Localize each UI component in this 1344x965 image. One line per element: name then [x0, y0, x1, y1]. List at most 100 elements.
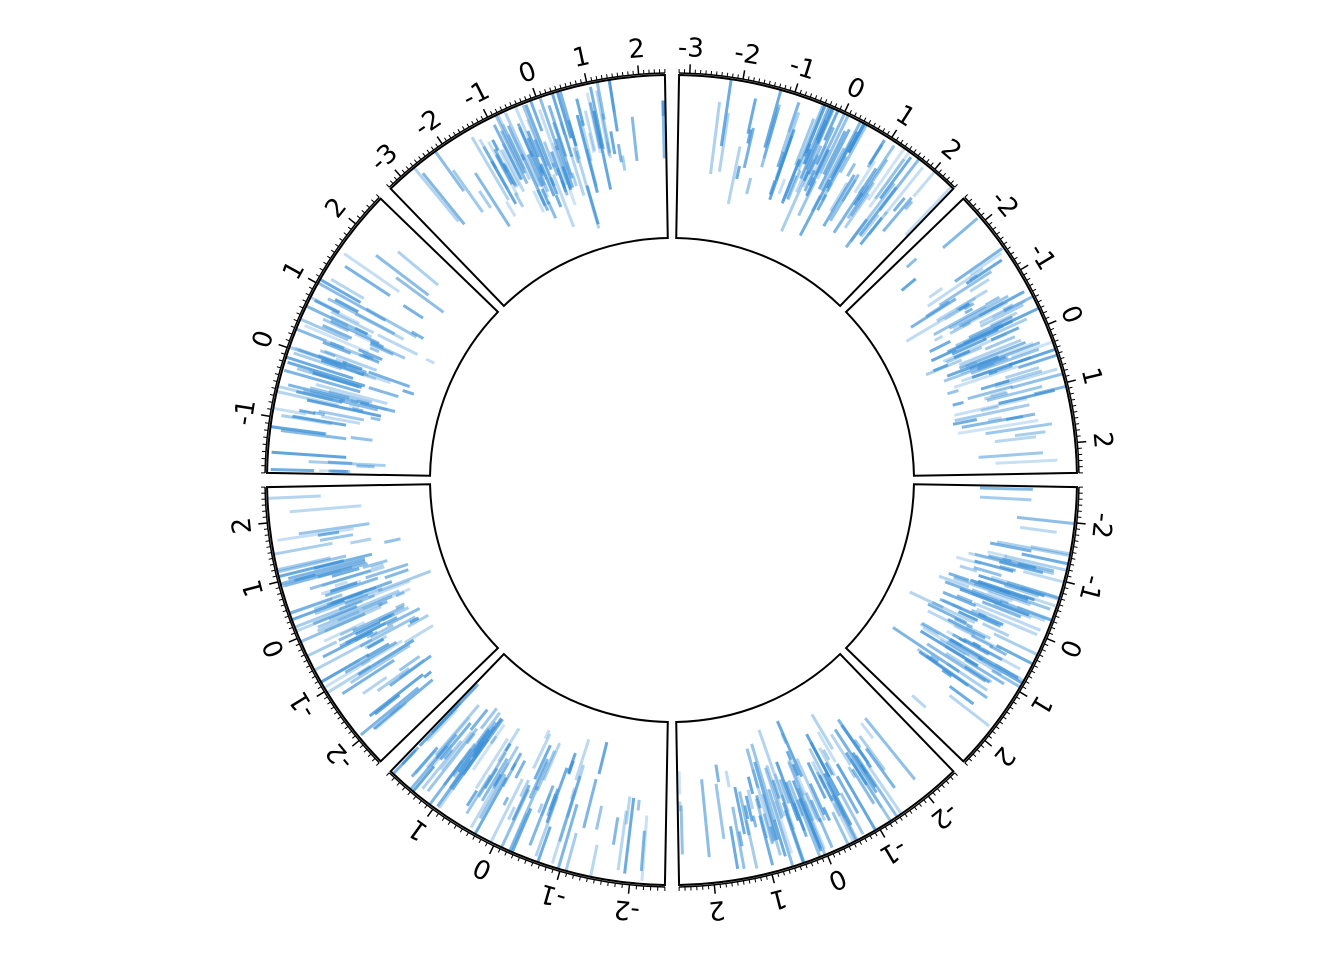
- minor-tick: [1053, 622, 1057, 623]
- segment-e-99: [626, 796, 630, 824]
- minor-tick: [402, 787, 405, 790]
- minor-tick: [901, 140, 903, 143]
- tick-label-c: 0: [1053, 635, 1087, 662]
- minor-tick: [817, 860, 818, 864]
- tick-label-b: -2: [985, 185, 1025, 224]
- minor-tick: [481, 116, 483, 120]
- minor-tick: [386, 184, 389, 187]
- segment-d-76: [753, 816, 756, 828]
- segment-e-86: [506, 744, 511, 752]
- minor-tick: [914, 807, 916, 810]
- minor-tick: [431, 147, 433, 150]
- tick-label-d: 1: [766, 882, 789, 915]
- minor-tick: [905, 814, 907, 817]
- minor-tick: [505, 852, 507, 856]
- minor-tick: [518, 857, 519, 861]
- minor-tick: [287, 622, 291, 623]
- minor-tick: [279, 599, 283, 600]
- segment-d-78: [702, 779, 710, 857]
- minor-tick: [850, 110, 852, 114]
- major-tick: [795, 83, 798, 92]
- minor-tick: [875, 833, 877, 836]
- minor-tick: [840, 106, 842, 110]
- major-tick: [261, 415, 270, 416]
- segment-c-16: [1017, 517, 1075, 523]
- minor-tick: [1056, 616, 1060, 617]
- minor-tick: [1042, 649, 1046, 651]
- minor-tick: [973, 754, 976, 757]
- segment-e-84: [474, 722, 496, 752]
- segment-g-46: [371, 418, 381, 420]
- segment-f-14: [267, 496, 320, 498]
- major-tick: [985, 740, 992, 746]
- minor-tick: [965, 194, 968, 197]
- segment-h-49: [435, 151, 464, 191]
- segment-h-71: [587, 149, 597, 187]
- minor-tick: [896, 137, 898, 140]
- tick-label-h: 0: [515, 56, 541, 90]
- segment-h-9: [632, 117, 637, 161]
- minor-tick: [1063, 593, 1067, 594]
- segment-g-37: [426, 359, 434, 363]
- tick-label-f: 2: [227, 516, 259, 536]
- minor-tick: [790, 87, 791, 91]
- minor-tick: [905, 143, 907, 146]
- minor-tick: [265, 535, 269, 536]
- segment-b-77: [907, 259, 917, 268]
- minor-tick: [844, 849, 846, 853]
- segment-f-28: [350, 539, 371, 543]
- tick-label-d: -2: [925, 796, 964, 836]
- tick-label-g: 1: [277, 256, 311, 285]
- minor-tick: [289, 627, 293, 628]
- minor-tick: [1038, 300, 1042, 302]
- minor-tick: [1058, 611, 1062, 612]
- axis-layer: -3-2-1012-2-1012-2-1012-2-1012-2-101-2-1…: [227, 33, 1118, 926]
- minor-tick: [918, 153, 920, 156]
- major-tick: [935, 162, 941, 169]
- minor-tick: [414, 160, 417, 163]
- segment-d-60: [733, 807, 745, 869]
- tick-label-b: 1: [1075, 365, 1108, 388]
- minor-tick: [1043, 311, 1047, 313]
- minor-tick: [327, 256, 330, 258]
- minor-tick: [316, 275, 319, 277]
- tick-label-b: 0: [1054, 301, 1088, 328]
- minor-tick: [910, 810, 912, 813]
- minor-tick: [436, 813, 438, 816]
- segment-c-37: [912, 695, 926, 707]
- minor-tick: [992, 731, 995, 733]
- segment-h-69: [515, 193, 523, 207]
- minor-tick: [1049, 633, 1053, 635]
- segment-g-84: [320, 279, 361, 302]
- minor-tick: [969, 199, 972, 202]
- minor-tick: [277, 367, 281, 368]
- major-tick: [828, 856, 831, 864]
- minor-tick: [298, 649, 302, 651]
- minor-tick: [364, 750, 367, 753]
- minor-tick: [419, 801, 421, 804]
- minor-tick: [498, 849, 500, 853]
- segment-b-18: [995, 437, 1036, 442]
- minor-tick: [473, 836, 475, 839]
- minor-tick: [1011, 252, 1014, 254]
- segment-a-16: [906, 187, 952, 235]
- minor-tick: [402, 170, 405, 173]
- minor-tick: [323, 262, 326, 264]
- minor-tick: [927, 159, 930, 162]
- minor-tick: [789, 870, 790, 874]
- segment-b-8: [930, 341, 951, 351]
- minor-tick: [283, 611, 287, 612]
- minor-tick: [989, 222, 992, 225]
- major-tick: [289, 639, 297, 643]
- segment-d-58: [726, 771, 729, 787]
- segment-h-4: [623, 156, 625, 171]
- segment-c-43: [950, 686, 974, 704]
- minor-tick: [341, 722, 344, 724]
- minor-tick: [309, 671, 313, 673]
- minor-tick: [406, 167, 409, 170]
- segment-c-4: [980, 497, 1031, 500]
- minor-tick: [1044, 644, 1048, 646]
- sector-borders-layer: [267, 75, 1077, 885]
- minor-tick: [458, 129, 460, 132]
- segment-c-11: [1023, 572, 1064, 583]
